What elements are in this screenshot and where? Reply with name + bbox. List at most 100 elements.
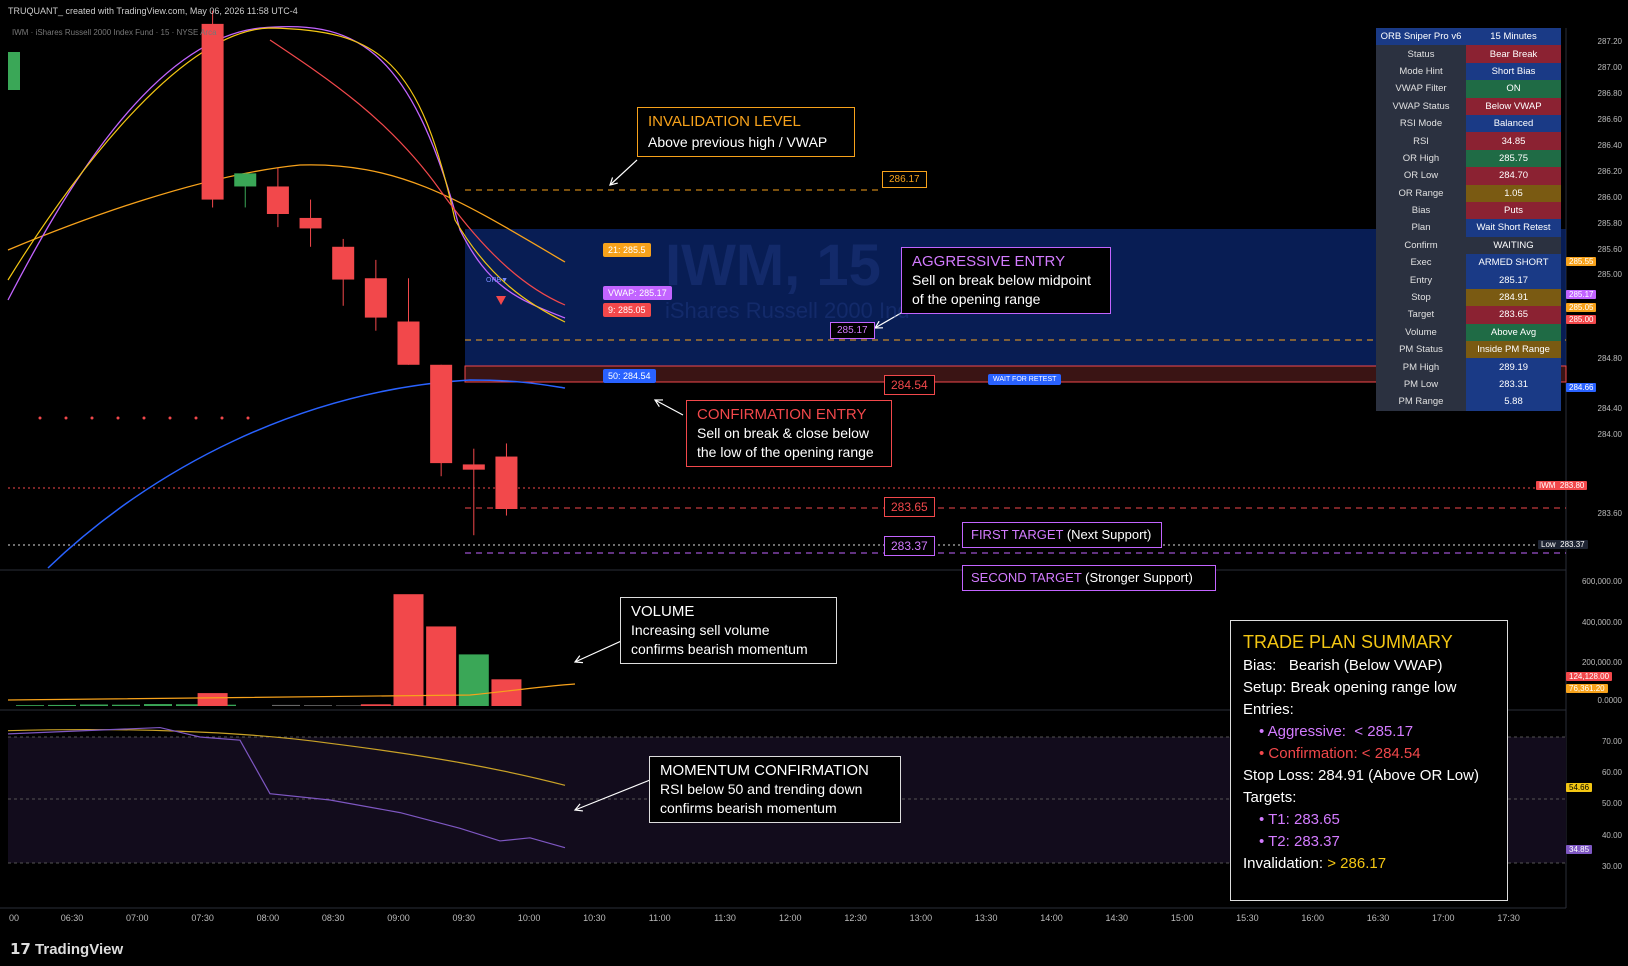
watermark-small: iShares Russell 2000 Ind <box>665 298 910 323</box>
ytag-iwm-label: IWM <box>1539 481 1556 490</box>
ytag-285-00: 285.00 <box>1566 315 1597 324</box>
candle-body <box>397 321 420 365</box>
first-target-annotation: FIRST TARGET (Next Support) <box>962 522 1162 548</box>
annotation-arrowhead <box>653 399 664 408</box>
time-axis-label: 08:30 <box>321 913 345 923</box>
summary-invalidation-label: Invalidation: <box>1243 855 1324 872</box>
volume-annotation: VOLUME Increasing sell volume confirms b… <box>620 597 837 664</box>
volume-bar <box>144 704 172 706</box>
price-axis-label: 287.20 <box>1597 37 1622 46</box>
table-row: Target 283.65 <box>1376 306 1561 324</box>
symbol-line[interactable]: IWM · iShares Russell 2000 Index Fund · … <box>12 28 217 37</box>
table-row: PM High 289.19 <box>1376 358 1561 376</box>
pm-level-dot <box>246 416 250 420</box>
table-row: VWAP Filter ON <box>1376 80 1561 98</box>
volume-axis-label: 600,000.00 <box>1581 577 1622 586</box>
table-key: RSI Mode <box>1376 114 1466 133</box>
ema-fast-line <box>269 39 566 306</box>
volume-bar <box>16 705 44 706</box>
summary-invalidation-value: > 286.17 <box>1327 855 1387 872</box>
time-axis-label: 10:00 <box>517 913 541 923</box>
ytag-285-17: 285.17 <box>1566 290 1597 299</box>
table-value: 283.31 <box>1466 375 1561 394</box>
candle-body <box>299 217 322 229</box>
confirmation-line1: Sell on break & close below <box>697 425 869 441</box>
volume-bar <box>80 704 108 706</box>
summary-setup-label: Setup: <box>1243 679 1287 696</box>
summary-setup-row: Setup: Break opening range low <box>1243 677 1495 699</box>
rsi-axis-label: 30.00 <box>1601 862 1622 871</box>
tradingview-logo[interactable]: 𝟭𝟳 TradingView <box>10 940 123 958</box>
time-axis-label: 13:00 <box>909 913 933 923</box>
table-value: Wait Short Retest <box>1466 219 1561 237</box>
momentum-title: MOMENTUM CONFIRMATION <box>660 762 869 779</box>
first-target-title: FIRST TARGET <box>971 527 1064 542</box>
ema9-line <box>7 27 566 323</box>
confirmation-price-box: 284.54 <box>884 375 935 395</box>
annotation-arrow <box>574 779 651 811</box>
table-key: Exec <box>1376 254 1466 272</box>
volume-bar <box>197 693 228 706</box>
table-key: OR Range <box>1376 184 1466 202</box>
summary-bias-row: Bias: Bearish (Below VWAP) <box>1243 655 1495 677</box>
summary-confirmation-label: • Confirmation: <box>1259 745 1358 762</box>
time-axis-label: 14:00 <box>1040 913 1063 923</box>
table-value: 289.19 <box>1466 358 1561 376</box>
ytag-rsi-ma: 54.66 <box>1566 783 1593 792</box>
table-value: 285.17 <box>1466 271 1561 289</box>
annotation-arrowhead <box>609 177 618 186</box>
candle-body <box>201 23 224 200</box>
summary-t2: • T2: 283.37 <box>1259 833 1340 850</box>
ytag-low-value: 283.37 <box>1560 540 1585 549</box>
candle-body <box>495 456 518 509</box>
table-key: Stop <box>1376 288 1466 307</box>
pm-level-dot <box>90 416 94 420</box>
annotation-arrowhead <box>873 320 884 329</box>
annotation-arrow <box>654 399 684 416</box>
annotation-arrowhead <box>573 803 584 812</box>
aggressive-line1: Sell on break below midpoint <box>912 272 1091 288</box>
time-axis-label: 13:30 <box>974 913 998 923</box>
summary-confirmation-value: < 284.54 <box>1361 745 1421 762</box>
volume-title: VOLUME <box>631 603 695 620</box>
price-axis-label: 284.40 <box>1597 404 1622 413</box>
table-value: Above Avg <box>1466 323 1561 342</box>
time-axis-label: 15:00 <box>1170 913 1194 923</box>
orb-marker <box>496 296 506 305</box>
time-axis-label: 14:30 <box>1105 913 1129 923</box>
tradingview-logo-text: TradingView <box>35 941 124 958</box>
table-value: 1.05 <box>1466 184 1561 202</box>
pm-level-dot <box>220 416 224 420</box>
pm-level-dot <box>194 416 198 420</box>
wait-retest-tag: WAIT FOR RETEST <box>988 374 1062 385</box>
table-value: Balanced <box>1466 114 1561 133</box>
price-axis-label: 283.60 <box>1597 509 1622 518</box>
second-target-annotation: SECOND TARGET (Stronger Support) <box>962 565 1216 591</box>
price-axis-label: 286.60 <box>1597 115 1622 124</box>
ytag-low-label: Low <box>1541 540 1556 549</box>
summary-bias-label: Bias: <box>1243 657 1277 674</box>
confirmation-annotation: CONFIRMATION ENTRY Sell on break & close… <box>686 400 892 467</box>
ema21-line <box>7 164 566 263</box>
candle-body <box>364 278 387 318</box>
table-row: OR Low 284.70 <box>1376 167 1561 185</box>
table-value: 5.88 <box>1466 393 1561 411</box>
summary-setup: Break opening range low <box>1290 679 1457 696</box>
ytag-iwm-value: 283.80 <box>1559 481 1585 490</box>
ytag-low: Low 283.37 <box>1538 540 1588 549</box>
time-axis-label: 08:00 <box>256 913 280 923</box>
table-value: ON <box>1466 80 1561 98</box>
orb-sniper-table: ORB Sniper Pro v6 15 Minutes Status Bear … <box>1376 28 1561 411</box>
table-row: RSI Mode Balanced <box>1376 114 1561 133</box>
summary-targets-label: Targets: <box>1243 789 1297 806</box>
volume-axis-label: 0.0000 <box>1597 696 1622 705</box>
tradingview-logo-icon: 𝟭𝟳 <box>10 941 36 958</box>
table-row: RSI 34.85 <box>1376 132 1561 150</box>
price-axis-label: 285.60 <box>1597 245 1622 254</box>
second-target-text: (Stronger Support) <box>1085 570 1193 585</box>
price-axis-label: 285.00 <box>1597 270 1622 279</box>
table-row: Bias Puts <box>1376 201 1561 220</box>
candle-body <box>462 464 485 470</box>
time-axis-label: 12:30 <box>844 913 867 923</box>
table-key: VWAP Filter <box>1376 80 1466 98</box>
